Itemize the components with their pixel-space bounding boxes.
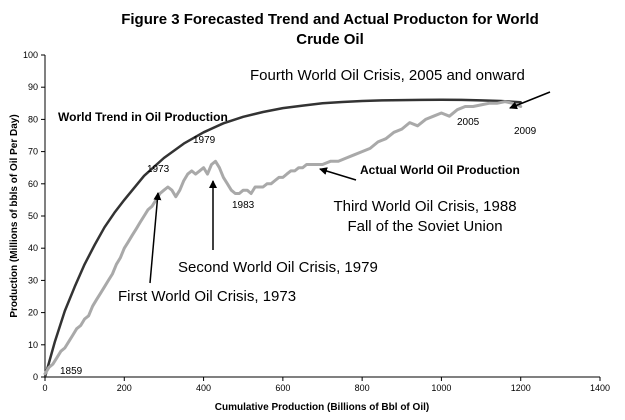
arrow-fourth-crisis — [509, 91, 551, 110]
x-tick-label: 200 — [117, 383, 132, 393]
arrow-first-crisis — [149, 192, 162, 284]
chart-title-line1: Figure 3 Forecasted Trend and Actual Pro… — [121, 11, 539, 28]
annotation-first-crisis: First World Oil Crisis, 1973 — [118, 288, 296, 305]
label-actual-production: Actual World Oil Production — [360, 163, 520, 177]
y-axis-label: Production (Millions of bbls of Oil Per … — [9, 114, 20, 317]
chart-title-line2: Crude Oil — [296, 31, 364, 48]
series-line-world-trend — [43, 98, 522, 379]
year-label-1859: 1859 — [60, 366, 83, 377]
y-tick-label: 20 — [28, 308, 38, 318]
annotation-second-crisis: Second World Oil Crisis, 1979 — [178, 259, 378, 276]
arrow-third-crisis — [319, 167, 357, 181]
y-tick-label: 80 — [28, 114, 38, 124]
x-tick-label: 0 — [42, 383, 47, 393]
series-line-actual-production — [43, 100, 523, 376]
y-tick-label: 0 — [33, 372, 38, 382]
y-ticks: 0 10 20 30 40 50 60 70 80 90 100 — [23, 50, 45, 382]
x-tick-label: 1400 — [590, 383, 610, 393]
y-tick-label: 90 — [28, 82, 38, 92]
y-tick-label: 70 — [28, 147, 38, 157]
x-tick-label: 800 — [355, 383, 370, 393]
year-label-1973: 1973 — [147, 164, 170, 175]
x-tick-label: 400 — [196, 383, 211, 393]
year-label-2009: 2009 — [514, 126, 537, 137]
y-tick-label: 40 — [28, 243, 38, 253]
x-tick-label: 600 — [275, 383, 290, 393]
y-tick-label: 50 — [28, 211, 38, 221]
label-world-trend: World Trend in Oil Production — [58, 110, 228, 124]
series-layer — [43, 98, 523, 379]
y-tick-label: 10 — [28, 340, 38, 350]
x-axis-label: Cumulative Production (Billions of Bbl o… — [215, 402, 429, 413]
year-label-2005: 2005 — [457, 117, 480, 128]
year-label-1983: 1983 — [232, 200, 255, 211]
x-tick-label: 1200 — [511, 383, 531, 393]
annotation-third-crisis-1: Third World Oil Crisis, 1988 — [333, 198, 516, 215]
year-label-1979: 1979 — [193, 135, 216, 146]
x-tick-label: 1000 — [431, 383, 451, 393]
y-tick-label: 100 — [23, 50, 38, 60]
x-ticks: 0 200 400 600 800 1000 1200 1400 — [42, 377, 610, 393]
annotation-third-crisis-2: Fall of the Soviet Union — [347, 218, 502, 235]
y-tick-label: 60 — [28, 179, 38, 189]
y-tick-label: 30 — [28, 275, 38, 285]
annotation-fourth-crisis: Fourth World Oil Crisis, 2005 and onward — [250, 67, 525, 84]
